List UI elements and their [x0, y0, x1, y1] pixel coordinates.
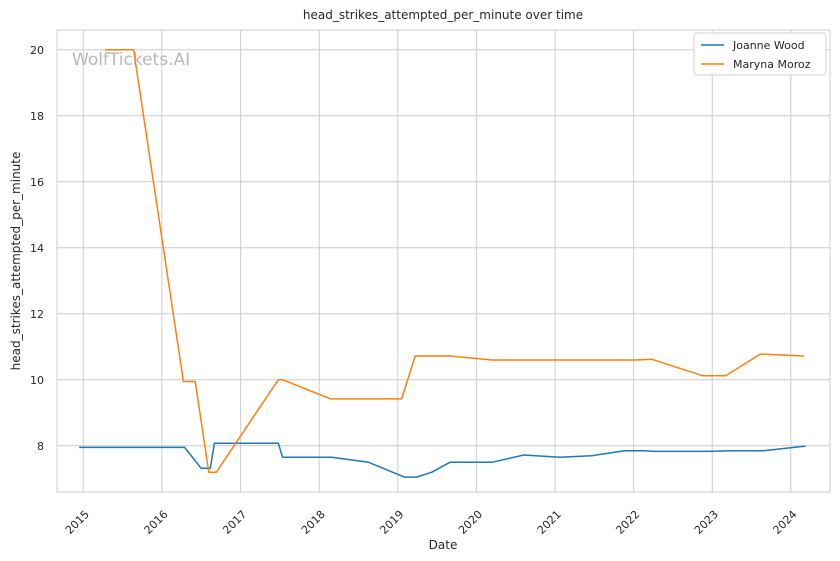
chart-title: head_strikes_attempted_per_minute over t…	[303, 8, 583, 22]
legend-box	[693, 32, 827, 76]
watermark: WolfTickets.AI	[72, 50, 190, 70]
y-tick-label: 20	[30, 44, 44, 57]
y-tick-label: 16	[30, 176, 44, 189]
y-tick-label: 18	[30, 110, 44, 123]
legend-label-maryna-moroz: Maryna Moroz	[733, 58, 811, 71]
grid	[57, 30, 830, 492]
series-lines	[79, 49, 806, 478]
y-axis: 8 10 12 14 16 18 20	[30, 44, 44, 453]
y-tick-label: 14	[30, 242, 44, 255]
legend-label-joanne-wood: Joanne Wood	[732, 39, 805, 52]
y-tick-label: 8	[37, 440, 44, 453]
legend: Joanne Wood Maryna Moroz	[693, 32, 827, 76]
y-tick-label: 10	[30, 374, 44, 387]
series-line-joanne-wood	[79, 442, 806, 478]
y-axis-label: head_strikes_attempted_per_minute	[9, 152, 23, 371]
y-tick-label: 12	[30, 308, 44, 321]
x-axis-label: Date	[429, 538, 458, 552]
plot-frame	[56, 29, 831, 493]
series-line-maryna-moroz	[104, 49, 805, 473]
